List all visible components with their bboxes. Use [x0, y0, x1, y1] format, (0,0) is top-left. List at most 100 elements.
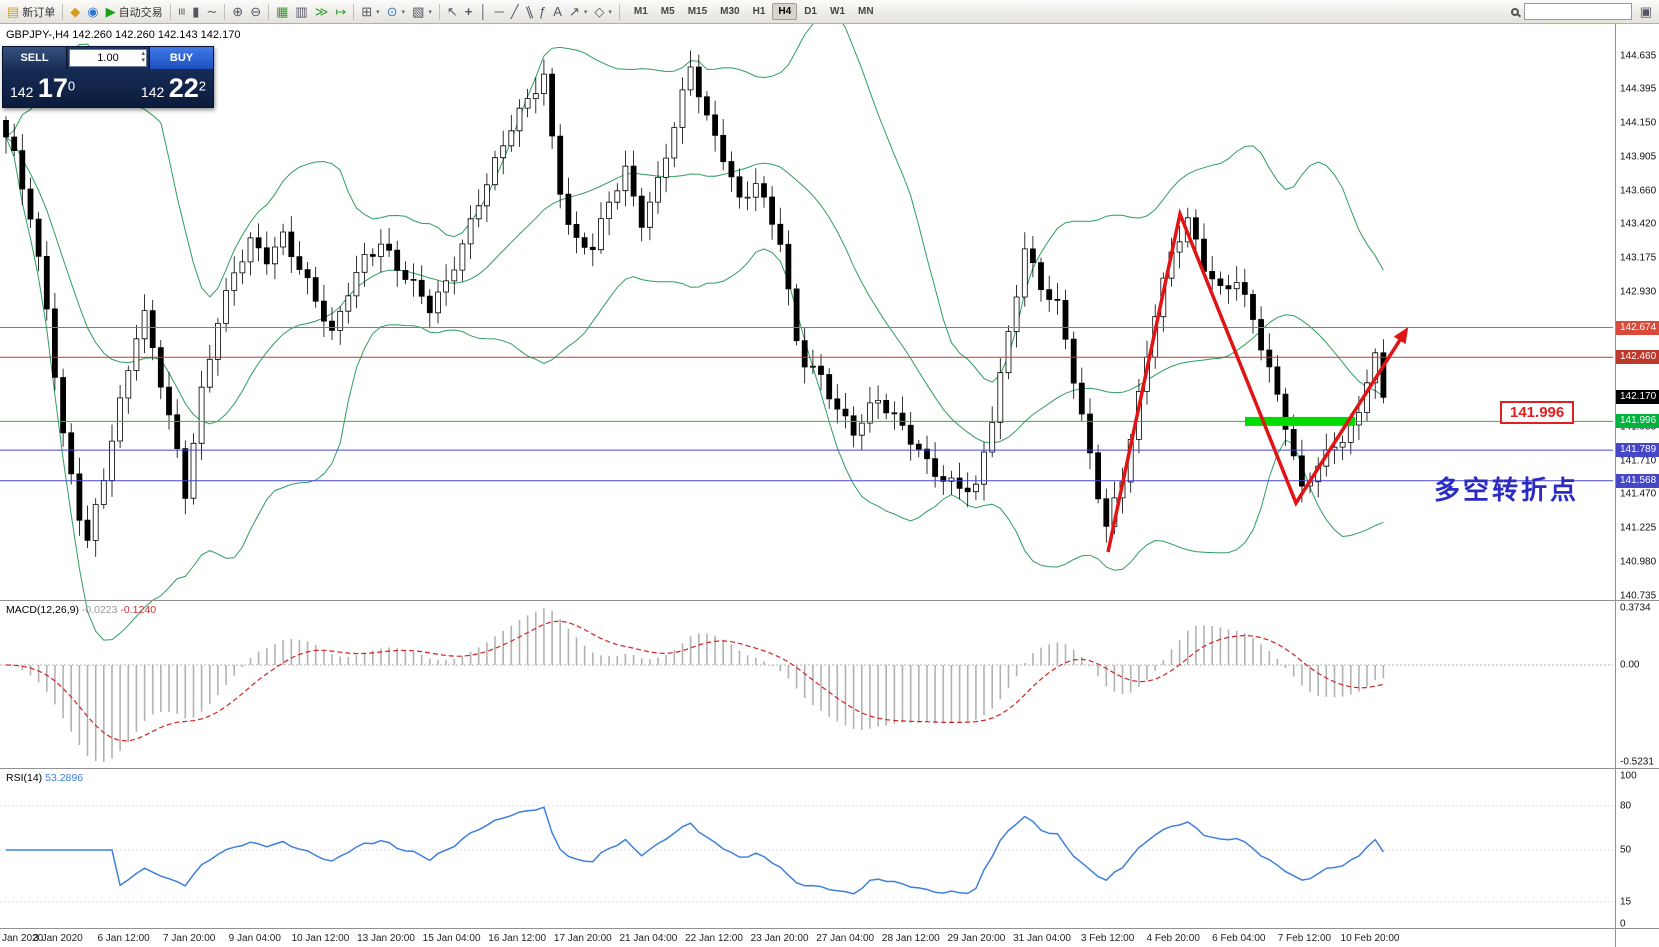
new-chart-button[interactable]: ⊞ ▾: [358, 2, 382, 22]
autotrading-button[interactable]: ▶ 自动交易: [103, 2, 166, 22]
candle-chart-mode-button[interactable]: ▮: [189, 2, 202, 22]
charts-bar-button[interactable]: ◆: [67, 2, 83, 22]
vertical-line-button[interactable]: │: [476, 2, 490, 22]
price-line-tag: 141.789: [1616, 443, 1659, 458]
horizontal-line-button[interactable]: ─: [492, 2, 507, 22]
arrows-tool-button[interactable]: ↗ ▾: [566, 2, 590, 22]
toolbar-separator: [169, 3, 171, 20]
price-axis-label: 141.225: [1620, 522, 1657, 534]
shapes-tool-icon: ◇: [594, 4, 605, 19]
timeframe-h4-button[interactable]: H4: [772, 3, 798, 20]
autotrading-icon: ▶: [105, 4, 116, 19]
time-axis-label: 10 Jan 12:00: [291, 933, 350, 944]
rsi-axis-label: 15: [1620, 896, 1632, 908]
shapes-tool-button[interactable]: ◇ ▾: [591, 2, 615, 22]
text-label-button[interactable]: A: [550, 2, 565, 22]
time-axis-label: 29 Jan 20:00: [947, 933, 1006, 944]
data-window-button[interactable]: ▣: [1637, 2, 1655, 22]
time-axis-label: 23 Jan 20:00: [750, 933, 809, 944]
buy-button[interactable]: BUY: [149, 47, 213, 69]
new-order-button[interactable]: ▤ 新订单: [4, 2, 58, 22]
ask-prefix: 142: [140, 83, 165, 100]
bid-big-digits: 17: [37, 72, 68, 103]
price-line-tag: 142.674: [1616, 320, 1659, 335]
toolbar-separator: [438, 3, 440, 20]
volume-increase-button[interactable]: ▴: [141, 50, 145, 57]
equidistant-channel-button[interactable]: ∥: [523, 2, 536, 22]
price-axis-label: 144.150: [1620, 117, 1657, 129]
toolbar-separator: [353, 3, 355, 20]
trendline-icon: ╱: [510, 4, 519, 19]
shapes-tool-dropdown-icon[interactable]: ▾: [608, 8, 612, 16]
price-axis-label: 141.470: [1620, 488, 1657, 500]
new-order-icon: ▤: [7, 4, 20, 19]
crosshair-button[interactable]: +: [462, 2, 476, 22]
macd-signal-value: -0.1240: [120, 604, 157, 616]
auto-scroll-button[interactable]: ≫: [312, 2, 332, 22]
time-axis-label: 6 Feb 04:00: [1212, 933, 1266, 944]
time-axis-label: 6 Jan 12:00: [97, 933, 150, 944]
ask-price: 142 222: [141, 73, 206, 104]
price-axis-label: 142.930: [1620, 286, 1657, 298]
time-axis-label: 4 Feb 20:00: [1146, 933, 1200, 944]
zoom-out-button[interactable]: ⊖: [247, 2, 264, 22]
symbol-search: [1510, 3, 1632, 20]
time-axis-label: 7 Jan 20:00: [163, 933, 216, 944]
ask-pipette: 2: [198, 78, 206, 94]
price-axis-label: 143.905: [1620, 151, 1657, 163]
candle-chart-mode-icon: ▮: [192, 4, 200, 19]
volume-decrease-button[interactable]: ▾: [141, 57, 145, 64]
timeframe-h1-button[interactable]: H1: [752, 6, 766, 17]
data-window-icon: ▣: [1639, 4, 1652, 19]
timeframe-m30-button[interactable]: M30: [720, 6, 740, 17]
timeframe-m5-button[interactable]: M5: [660, 6, 675, 17]
timeframe-w1-button[interactable]: W1: [830, 6, 845, 17]
cursor-button[interactable]: ↖: [444, 2, 461, 22]
time-axis-label: Jan 2020: [2, 933, 44, 944]
chart-title: GBPJPY-,H4 142.260 142.260 142.143 142.1…: [6, 29, 241, 41]
bar-chart-mode-button[interactable]: ≡: [174, 2, 189, 22]
templates-button[interactable]: ▧ ▾: [409, 2, 435, 22]
crosshair-icon: +: [464, 4, 473, 19]
timeframe-d1-button[interactable]: D1: [804, 6, 817, 17]
timeframe-m1-button[interactable]: M1: [633, 6, 648, 17]
time-axis-label: 10 Feb 20:00: [1340, 933, 1400, 944]
vertical-line-icon: │: [479, 4, 488, 19]
search-input[interactable]: [1523, 3, 1632, 20]
fibonacci-button[interactable]: ƒ: [536, 2, 549, 22]
chart-shift-button[interactable]: ↦: [332, 2, 349, 22]
profiles-dropdown-icon[interactable]: ▾: [401, 8, 406, 16]
macd-axis-label: -0.5231: [1620, 756, 1654, 768]
volume-field[interactable]: 1.00 ▴ ▾: [69, 49, 147, 67]
bid-prefix: 142: [10, 83, 34, 100]
templates-icon: ▧: [412, 4, 425, 19]
rsi-indicator-label: RSI(14) 53.2896: [6, 772, 83, 784]
timeframe-m15-button[interactable]: M15: [687, 6, 708, 17]
price-axis-label: 144.395: [1620, 83, 1657, 95]
timeframe-mn-button[interactable]: MN: [858, 6, 874, 17]
tile-windows-button[interactable]: ▦: [273, 2, 291, 22]
time-axis-label: 28 Jan 12:00: [881, 933, 940, 944]
sell-button[interactable]: SELL: [3, 47, 67, 69]
search-icon: [1510, 7, 1519, 16]
cascade-windows-button[interactable]: ▥: [292, 2, 310, 22]
trendline-button[interactable]: ╱: [508, 2, 522, 22]
line-chart-mode-icon: ∼: [206, 4, 218, 19]
time-axis-label: 17 Jan 20:00: [553, 933, 612, 944]
bid-price: 142 170: [10, 73, 75, 104]
community-button[interactable]: ◉: [84, 2, 101, 22]
new-chart-dropdown-icon[interactable]: ▾: [376, 8, 380, 16]
line-chart-mode-button[interactable]: ∼: [203, 2, 220, 22]
templates-dropdown-icon[interactable]: ▾: [428, 8, 432, 16]
profiles-button[interactable]: ⊙ ▾: [384, 2, 408, 22]
bid-pipette: 0: [67, 78, 76, 94]
price-line-tag: 141.996: [1616, 414, 1659, 429]
zoom-in-button[interactable]: ⊕: [229, 2, 246, 22]
profiles-icon: ⊙: [386, 4, 398, 19]
arrows-tool-dropdown-icon[interactable]: ▾: [583, 8, 588, 16]
macd-name: MACD(12,26,9): [6, 604, 79, 616]
cascade-windows-icon: ▥: [295, 4, 308, 19]
text-label-icon: A: [553, 4, 562, 19]
